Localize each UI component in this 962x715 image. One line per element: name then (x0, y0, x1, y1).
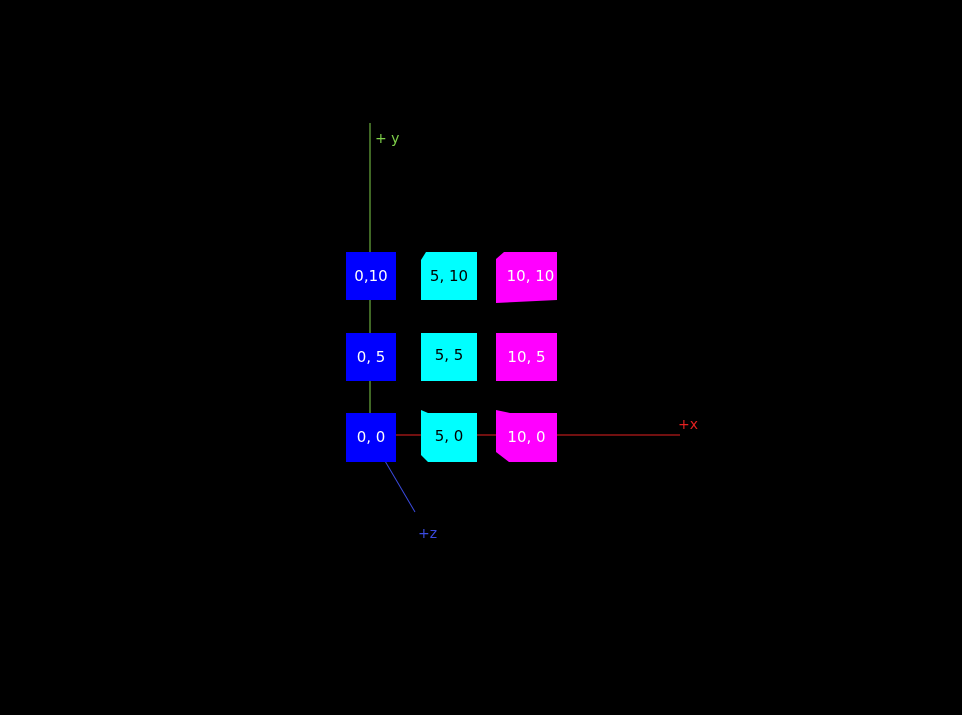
box-label: 5, 5 (434, 346, 464, 364)
box-10-10 (496, 252, 557, 303)
box-0-5 (346, 333, 396, 381)
y-axis-label: + y (375, 131, 400, 147)
box-5-5 (421, 333, 477, 381)
x-axis-label: +x (678, 417, 699, 433)
z-axis-label: +z (418, 526, 438, 542)
box-0-0 (346, 413, 396, 462)
box-10-0 (496, 410, 557, 462)
box-label: 5, 0 (434, 427, 464, 445)
box-label: 5, 10 (429, 267, 469, 285)
box-label: 10, 0 (507, 428, 546, 446)
box-5-10 (421, 252, 477, 300)
box-label: 10, 5 (507, 348, 546, 366)
box-10-5 (496, 333, 557, 381)
box-0-10 (346, 252, 396, 300)
box-label: 10, 10 (506, 267, 555, 285)
box-label: 0,10 (354, 267, 388, 285)
box-label: 0, 5 (356, 348, 386, 366)
box-label: 0, 0 (356, 428, 386, 446)
box-5-0 (421, 410, 477, 462)
